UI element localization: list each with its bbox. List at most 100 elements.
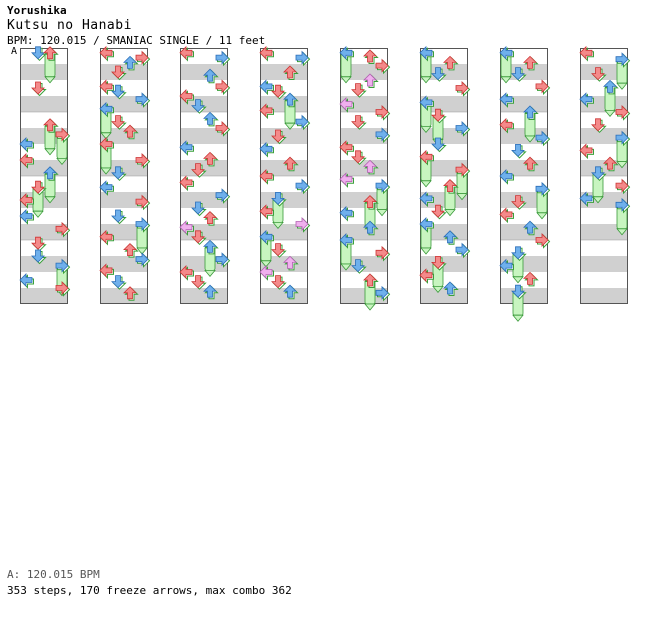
arrow-left bbox=[99, 45, 114, 62]
arrow-right-freeze bbox=[455, 162, 471, 201]
arrow-left-freeze bbox=[419, 149, 434, 188]
arrow-right-freeze bbox=[535, 181, 551, 220]
arrow-left bbox=[19, 209, 34, 225]
arrow-down bbox=[591, 67, 607, 82]
arrow-down bbox=[511, 195, 527, 210]
arrow-right bbox=[215, 252, 231, 268]
arrow-up-freeze bbox=[43, 166, 59, 204]
arrow-right-freeze bbox=[135, 217, 151, 255]
arrow-down bbox=[191, 163, 207, 178]
arrow-left bbox=[259, 204, 274, 220]
arrow-left bbox=[259, 79, 274, 96]
arrow-up bbox=[203, 211, 219, 226]
arrow-right bbox=[375, 105, 391, 121]
arrow-up bbox=[283, 65, 299, 80]
bpm-summary: A: 120.015 BPM bbox=[7, 568, 100, 581]
arrow-up bbox=[523, 271, 539, 287]
arrow-left bbox=[99, 229, 114, 246]
arrow-down bbox=[271, 275, 287, 290]
arrow-left bbox=[179, 220, 194, 236]
chart-meta: BPM: 120.015 / SMANIAC SINGLE / 11 feet bbox=[7, 34, 266, 47]
arrow-up bbox=[203, 68, 219, 84]
arrow-right bbox=[615, 105, 631, 121]
arrow-right bbox=[55, 281, 71, 297]
arrow-up bbox=[203, 151, 219, 167]
arrow-up bbox=[203, 284, 219, 300]
arrow-up-freeze bbox=[523, 105, 539, 143]
arrow-down-freeze bbox=[511, 284, 527, 322]
arrow-down bbox=[591, 118, 607, 134]
arrow-left bbox=[499, 169, 514, 185]
arrow-down bbox=[431, 137, 447, 153]
arrow-left bbox=[259, 169, 274, 185]
section-marker: A bbox=[11, 46, 18, 57]
arrow-left bbox=[19, 137, 34, 153]
arrow-right bbox=[535, 233, 551, 249]
arrow-down bbox=[111, 166, 127, 182]
step-chart bbox=[19, 45, 631, 322]
arrow-up bbox=[283, 255, 299, 271]
arrow-right bbox=[455, 242, 471, 259]
arrow-left bbox=[419, 268, 434, 284]
arrow-up-freeze bbox=[283, 92, 299, 130]
arrow-down bbox=[351, 259, 367, 274]
arrow-right-freeze bbox=[375, 178, 391, 217]
arrow-left bbox=[339, 205, 354, 222]
arrow-up bbox=[283, 156, 299, 172]
arrow-left bbox=[179, 45, 194, 62]
arrow-up-freeze bbox=[363, 195, 379, 233]
arrow-right bbox=[615, 178, 631, 195]
arrow-down bbox=[271, 129, 287, 145]
arrow-right-freeze bbox=[615, 130, 631, 169]
arrow-up bbox=[123, 243, 139, 258]
arrow-down bbox=[111, 65, 127, 81]
arrow-right bbox=[535, 130, 551, 147]
arrow-up bbox=[123, 124, 139, 140]
arrow-down bbox=[351, 150, 367, 166]
arrow-left-freeze bbox=[99, 137, 114, 175]
arrow-down-freeze bbox=[431, 108, 447, 146]
arrow-up-freeze bbox=[43, 46, 59, 84]
arrow-right-freeze bbox=[55, 127, 71, 166]
arrow-down bbox=[191, 201, 207, 217]
arrow-left bbox=[19, 273, 34, 289]
arrow-down bbox=[351, 83, 367, 98]
arrow-up bbox=[363, 159, 379, 175]
arrow-up bbox=[523, 220, 539, 236]
arrow-up bbox=[203, 111, 219, 127]
arrow-left bbox=[579, 143, 594, 160]
arrow-left bbox=[499, 92, 514, 108]
arrow-left bbox=[179, 89, 194, 105]
arrow-down bbox=[511, 67, 527, 82]
arrow-down-freeze bbox=[591, 166, 607, 204]
arrow-left bbox=[499, 117, 514, 134]
artist-name: Yorushika bbox=[7, 4, 67, 17]
arrow-right bbox=[455, 121, 471, 137]
arrow-down bbox=[111, 275, 127, 290]
arrow-right bbox=[375, 285, 391, 302]
arrow-left-freeze bbox=[339, 233, 354, 271]
arrow-left bbox=[579, 191, 594, 208]
arrow-right bbox=[375, 245, 391, 262]
arrow-up bbox=[603, 156, 619, 172]
arrow-up bbox=[523, 156, 539, 172]
arrow-left-freeze bbox=[339, 45, 354, 84]
arrow-up-freeze bbox=[443, 179, 459, 217]
arrow-down bbox=[511, 143, 527, 159]
arrow-left-freeze bbox=[419, 45, 434, 84]
song-title: Kutsu no Hanabi bbox=[7, 18, 132, 33]
arrow-left bbox=[419, 191, 434, 208]
arrow-right bbox=[215, 121, 231, 137]
arrow-right bbox=[375, 127, 391, 144]
arrow-down-freeze bbox=[271, 191, 287, 230]
arrow-right bbox=[455, 81, 471, 97]
arrow-down bbox=[431, 204, 447, 220]
step-stats: 353 steps, 170 freeze arrows, max combo … bbox=[7, 584, 292, 597]
arrow-up bbox=[523, 55, 539, 71]
arrow-left bbox=[499, 207, 514, 224]
arrow-up-freeze bbox=[203, 239, 219, 278]
arrow-up-freeze bbox=[363, 273, 379, 311]
arrow-left bbox=[259, 45, 274, 62]
arrow-up bbox=[443, 230, 459, 245]
arrow-right bbox=[215, 188, 231, 204]
